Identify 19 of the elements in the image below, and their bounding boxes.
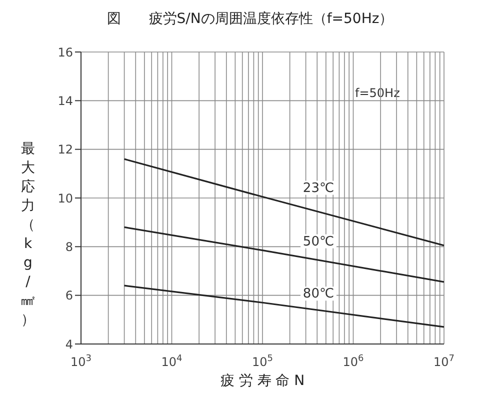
y-tick-label: 6 [65, 288, 73, 303]
x-tick-label: 10$^{4}$ [161, 354, 183, 369]
y-tick-label: 14 [58, 94, 73, 108]
y-tick-label: 12 [58, 142, 73, 157]
y-tick-label: 4 [65, 337, 73, 352]
x-tick-label: 10$^{3}$ [70, 354, 92, 369]
series-label: 80℃ [302, 286, 334, 302]
chart-title: 図 疲労S/Nの周囲温度依存性（f=50Hz） [106, 10, 394, 28]
series-label: 50℃ [302, 234, 334, 250]
y-tick-label: 8 [65, 240, 73, 254]
y-tick-label: 16 [58, 45, 73, 60]
y-tick-label: 10 [58, 191, 73, 206]
x-tick-label: 10$^{5}$ [252, 354, 274, 369]
series-label: 23℃ [302, 180, 334, 196]
x-tick-label: 10$^{7}$ [433, 354, 455, 369]
text: 最大応力（kg/㎟） [21, 141, 35, 328]
x-axis-title: 疲 労 寿 命 N [219, 372, 306, 390]
x-tick-label: 10$^{6}$ [342, 354, 364, 369]
annotation: f=50Hz [355, 86, 400, 100]
